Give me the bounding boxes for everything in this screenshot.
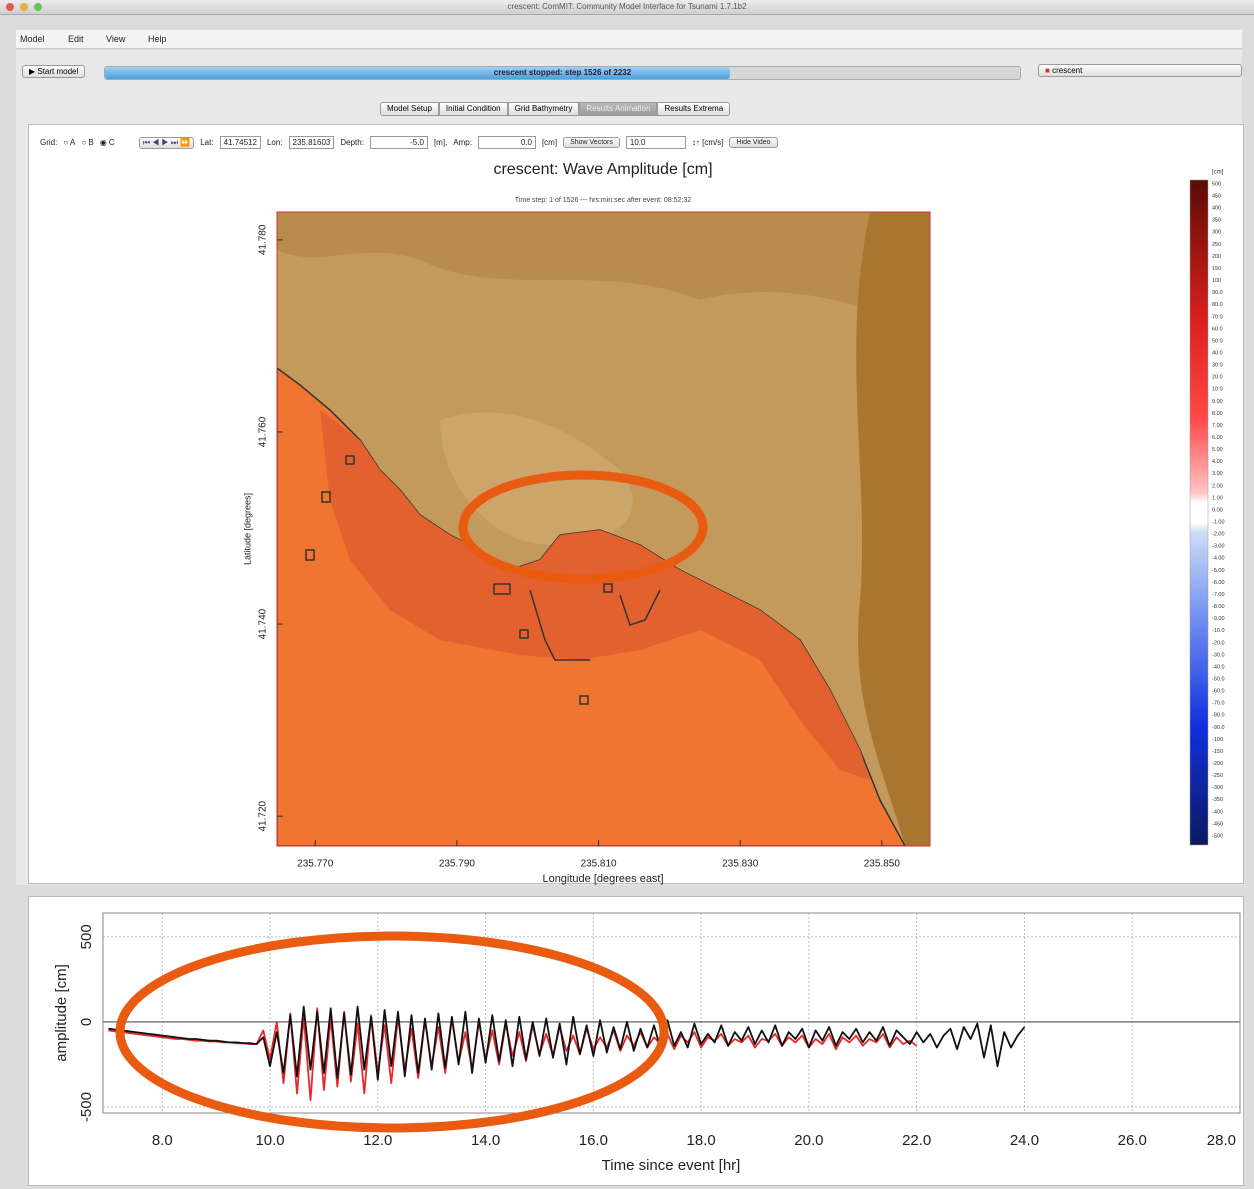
colorbar-label: -450 xyxy=(1212,821,1223,827)
colorbar-label: -2.00 xyxy=(1212,532,1225,538)
colorbar-label: 8.00 xyxy=(1212,411,1223,417)
colorbar-label: -90.0 xyxy=(1212,725,1225,731)
colorbar-label: -80.0 xyxy=(1212,713,1225,719)
x-tick-label: 235.850 xyxy=(864,859,901,870)
colorbar-label: 0.00 xyxy=(1212,507,1223,513)
x-tick-label: 16.0 xyxy=(579,1132,608,1149)
x-tick-label: 28.0 xyxy=(1207,1132,1236,1149)
y-axis-label: Latitude [degrees] xyxy=(242,493,252,565)
colorbar-label: 80.0 xyxy=(1212,302,1223,308)
colorbar-label: -30.0 xyxy=(1212,652,1225,658)
colorbar-label: 500 xyxy=(1212,181,1221,187)
x-tick-label: 235.770 xyxy=(297,859,334,870)
x-tick-label: 12.0 xyxy=(363,1132,392,1149)
colorbar-label: 7.00 xyxy=(1212,423,1223,429)
colorbar-label: -6.00 xyxy=(1212,580,1225,586)
colorbar-label: 6.00 xyxy=(1212,435,1223,441)
x-tick-label: 24.0 xyxy=(1010,1132,1039,1149)
colorbar-label: 350 xyxy=(1212,218,1221,224)
x-tick-label: 18.0 xyxy=(687,1132,716,1149)
colorbar-label: 40.0 xyxy=(1212,350,1223,356)
colorbar-label: 10.0 xyxy=(1212,387,1223,393)
highlight-ellipse xyxy=(120,936,664,1128)
x-tick-label: 14.0 xyxy=(471,1132,500,1149)
colorbar-label: -200 xyxy=(1212,761,1223,767)
x-tick-label: 235.830 xyxy=(722,859,759,870)
colorbar-label: 200 xyxy=(1212,254,1221,260)
map-image xyxy=(277,212,930,846)
colorbar-label: 70.0 xyxy=(1212,314,1223,320)
colorbar-label: 60.0 xyxy=(1212,326,1223,332)
x-tick-label: 235.810 xyxy=(580,859,617,870)
colorbar-label: 20.0 xyxy=(1212,375,1223,381)
colorbar-label: -60.0 xyxy=(1212,689,1225,695)
y-axis-label: amplitude [cm] xyxy=(53,964,70,1062)
charts: crescent: Wave Amplitude [cm] Time step: … xyxy=(0,0,1254,1189)
colorbar-label: -150 xyxy=(1212,749,1223,755)
colorbar-label: -4.00 xyxy=(1212,556,1225,562)
app-window: crescent: ComMIT: Community Model Interf… xyxy=(0,0,1254,1189)
colorbar-label: 2.00 xyxy=(1212,483,1223,489)
colorbar-label: 250 xyxy=(1212,242,1221,248)
colorbar-label: 3.00 xyxy=(1212,471,1223,477)
colorbar-label: -10.0 xyxy=(1212,628,1225,634)
y-tick-label: 41.760 xyxy=(258,416,269,447)
colorbar-label: 1.00 xyxy=(1212,495,1223,501)
y-tick-label: -500 xyxy=(78,1092,95,1122)
colorbar-label: -350 xyxy=(1212,797,1223,803)
colorbar-label: -70.0 xyxy=(1212,701,1225,707)
colorbar-label: -300 xyxy=(1212,785,1223,791)
x-axis-label: Longitude [degrees east] xyxy=(542,873,663,885)
x-tick-label: 26.0 xyxy=(1118,1132,1147,1149)
colorbar-label: -1.00 xyxy=(1212,520,1225,526)
x-tick-label: 22.0 xyxy=(902,1132,931,1149)
colorbar-label: -250 xyxy=(1212,773,1223,779)
colorbar-label: -40.0 xyxy=(1212,664,1225,670)
colorbar-label: -100 xyxy=(1212,737,1223,743)
colorbar-label: -9.00 xyxy=(1212,616,1225,622)
y-tick-label: 500 xyxy=(78,924,95,949)
y-tick-label: 41.780 xyxy=(258,224,269,255)
colorbar-label: 100 xyxy=(1212,278,1221,284)
colorbar-label: 5.00 xyxy=(1212,447,1223,453)
colorbar-label: -7.00 xyxy=(1212,592,1225,598)
x-axis-label: Time since event [hr] xyxy=(602,1157,741,1174)
colorbar xyxy=(1190,180,1208,845)
colorbar-unit: [cm] xyxy=(1212,170,1224,176)
x-tick-label: 235.790 xyxy=(439,859,476,870)
colorbar-label: -500 xyxy=(1212,833,1223,839)
colorbar-label: -5.00 xyxy=(1212,568,1225,574)
colorbar-label: 90.0 xyxy=(1212,290,1223,296)
colorbar-label: 30.0 xyxy=(1212,363,1223,369)
colorbar-label: 50.0 xyxy=(1212,338,1223,344)
colorbar-label: 400 xyxy=(1212,206,1221,212)
colorbar-label: -8.00 xyxy=(1212,604,1225,610)
x-tick-label: 20.0 xyxy=(794,1132,823,1149)
colorbar-label: 150 xyxy=(1212,266,1221,272)
colorbar-label: -400 xyxy=(1212,809,1223,815)
colorbar-label: 9.00 xyxy=(1212,399,1223,405)
y-tick-label: 0 xyxy=(78,1018,95,1026)
colorbar-label: -3.00 xyxy=(1212,544,1225,550)
x-tick-label: 10.0 xyxy=(255,1132,284,1149)
y-tick-label: 41.720 xyxy=(258,800,269,831)
colorbar-label: 450 xyxy=(1212,194,1221,200)
map-title: crescent: Wave Amplitude [cm] xyxy=(493,161,712,178)
time-step: Time step: 1 of 1526 --- hrs:min:sec aft… xyxy=(515,197,691,204)
colorbar-label: 300 xyxy=(1212,230,1221,236)
colorbar-label: 4.00 xyxy=(1212,459,1223,465)
colorbar-label: -50.0 xyxy=(1212,676,1225,682)
y-tick-label: 41.740 xyxy=(258,608,269,639)
x-tick-label: 8.0 xyxy=(152,1132,173,1149)
colorbar-label: -20.0 xyxy=(1212,640,1225,646)
